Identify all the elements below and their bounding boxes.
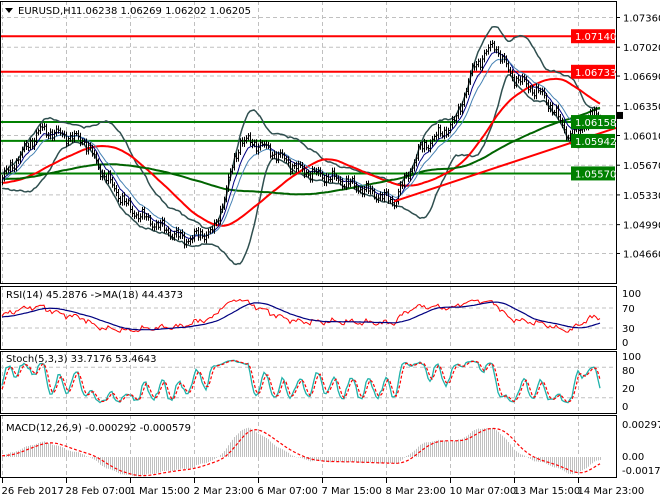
pane-border: [0, 286, 617, 350]
moving-average-fast: [1, 51, 600, 240]
rsi-label: RSI(14) 45.2876 ->MA(18) 44.4373: [6, 290, 183, 301]
bollinger-lower: [2, 74, 601, 266]
price-tick-label: 1.06350: [623, 102, 660, 113]
stoch-axis-label: 100: [622, 352, 641, 363]
time-tick-label: 10 Mar 07:00: [450, 486, 517, 497]
price-level-tag-text: 1.06733: [575, 68, 616, 79]
time-tick-label: 26 Feb 2017: [2, 486, 64, 497]
price-level-tag-text: 1.05942: [575, 137, 616, 148]
price-tick-label: 1.06690: [623, 72, 660, 83]
time-tick-label: 8 Mar 23:00: [386, 486, 446, 497]
rsi-axis-label: 30: [622, 324, 635, 335]
price-level-tag: [571, 115, 615, 130]
rsi-axis-label: 100: [622, 289, 641, 300]
symbol-label: EURUSD,H1: [18, 6, 77, 17]
pane-frames: [0, 1, 617, 478]
current-price-tag: [617, 111, 623, 119]
price-tick-label: 1.06010: [623, 131, 660, 142]
price-axis: 1.07360 1.07020 1.06690 1.06350 1.06010 1.056…: [616, 14, 660, 477]
price-level-tag: [571, 29, 615, 44]
time-tick-label: 1 Mar 15:00: [130, 486, 190, 497]
time-tick-label: 14 Mar 23:00: [578, 486, 645, 497]
price-level-tag: [571, 166, 615, 181]
macd-axis-label: -0.001762: [622, 466, 660, 477]
stoch-signal-line: [1, 359, 601, 403]
price-tick-label: 1.04660: [623, 249, 660, 260]
moving-average-red: [1, 77, 601, 227]
price-tick-label: 1.07020: [623, 43, 660, 54]
stoch-main-line: [1, 359, 601, 404]
price-level-tag-text: 1.05570: [575, 169, 616, 180]
price-bars[interactable]: [1, 40, 602, 249]
time-axis: 26 Feb 2017 28 Feb 07:001 Mar 15:00 2 Mar …: [2, 478, 645, 497]
time-tick-label: 13 Mar 15:00: [514, 486, 581, 497]
rsi-ma-line: [1, 301, 601, 331]
pane-border: [0, 415, 617, 478]
level-tags: 1.07140 1.06733 1.06158 1.05942 1.05570: [571, 29, 616, 181]
price-level-tag-text: 1.06158: [575, 118, 616, 129]
time-tick-label: 2 Mar 23:00: [194, 486, 254, 497]
stoch-axis-label: 0: [622, 402, 628, 413]
rsi-line: [1, 298, 601, 333]
moving-average-green: [1, 106, 601, 196]
price-level-tag-text: 1.07140: [575, 32, 616, 43]
macd-signal-line: [1, 427, 601, 477]
price-level-tag: [571, 133, 615, 148]
time-tick-label: 28 Feb 07:00: [66, 486, 132, 497]
rsi-axis-label: 0: [622, 338, 628, 349]
price-tick-label: 1.04990: [623, 221, 660, 232]
rsi-axis-label: 70: [622, 304, 635, 315]
stoch-label: Stoch(5,3,3) 33.7176 53.4643: [6, 354, 157, 365]
price-tick-label: 1.05330: [623, 191, 660, 202]
macd-axis-label: 0.002977: [622, 420, 660, 431]
price-tick-label: 1.07360: [623, 14, 660, 25]
pane-border: [0, 351, 617, 414]
indicator-panes[interactable]: [1, 298, 601, 477]
time-tick-label: 6 Mar 07:00: [258, 486, 318, 497]
collapse-triangle-icon[interactable]: [5, 8, 13, 13]
macd-axis-label: 0.00: [622, 452, 644, 463]
price-pane[interactable]: [1, 25, 617, 266]
stoch-axis-label: 20: [622, 384, 635, 395]
macd-label: MACD(12,26,9) -0.000292 -0.000579: [6, 423, 191, 434]
macd-histogram: [2, 427, 601, 477]
price-level-tag: [571, 64, 615, 79]
chart-header: EURUSD,H1 1.06238 1.06269 1.06202 1.0620…: [5, 6, 251, 17]
ohlc-label: 1.06238 1.06269 1.06202 1.06205: [76, 6, 251, 17]
time-tick-label: 7 Mar 15:00: [322, 486, 382, 497]
price-tick-label: 1.05670: [623, 161, 660, 172]
pane-border: [0, 1, 617, 284]
bollinger-upper: [1, 25, 601, 230]
stoch-axis-label: 80: [622, 366, 635, 377]
